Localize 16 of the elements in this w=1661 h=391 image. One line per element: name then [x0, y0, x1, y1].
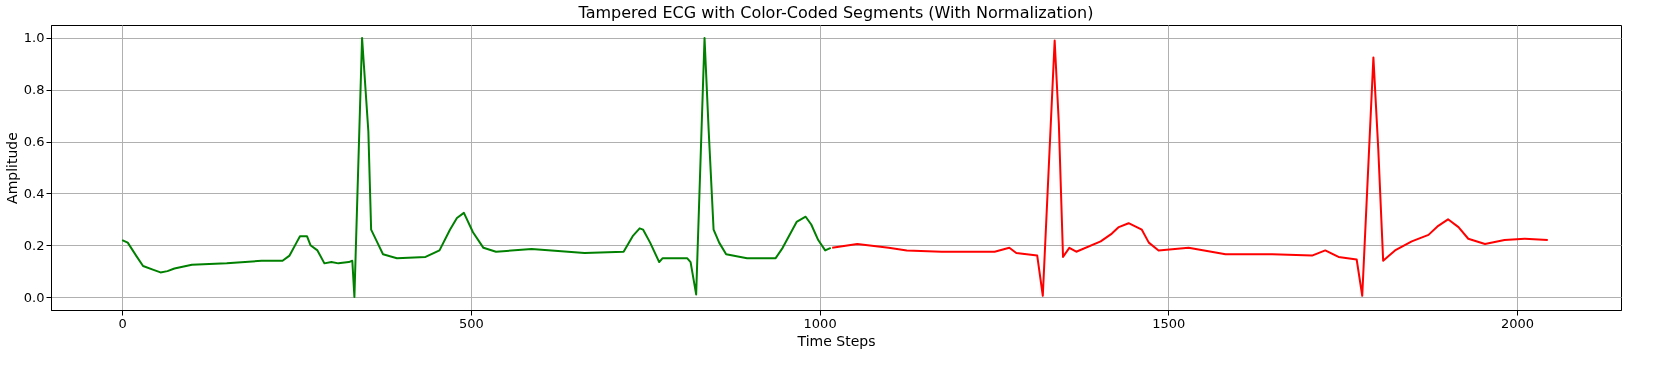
y-tick-label: 0.8 [23, 82, 45, 98]
y-tick-label: 0.4 [23, 185, 45, 201]
line-series [831, 39, 1549, 297]
y-tick-label: 1.0 [23, 30, 45, 46]
y-tick-label: 0.2 [23, 237, 45, 253]
x-tick-label: 500 [458, 315, 484, 331]
y-tick-label: 0.0 [23, 289, 45, 305]
x-tick-label: 2000 [1501, 315, 1535, 331]
x-tick-label: 1000 [803, 315, 837, 331]
y-tick-label: 0.6 [23, 134, 45, 150]
y-axis-title: Amplitude [3, 132, 20, 204]
x-tick-label: 0 [118, 315, 127, 331]
x-tick-label: 1500 [1152, 315, 1186, 331]
line-series [121, 36, 832, 299]
chart-title: Tampered ECG with Color-Coded Segments (With Normalization) [577, 3, 1094, 22]
x-axis-title: Time Steps [796, 332, 876, 349]
